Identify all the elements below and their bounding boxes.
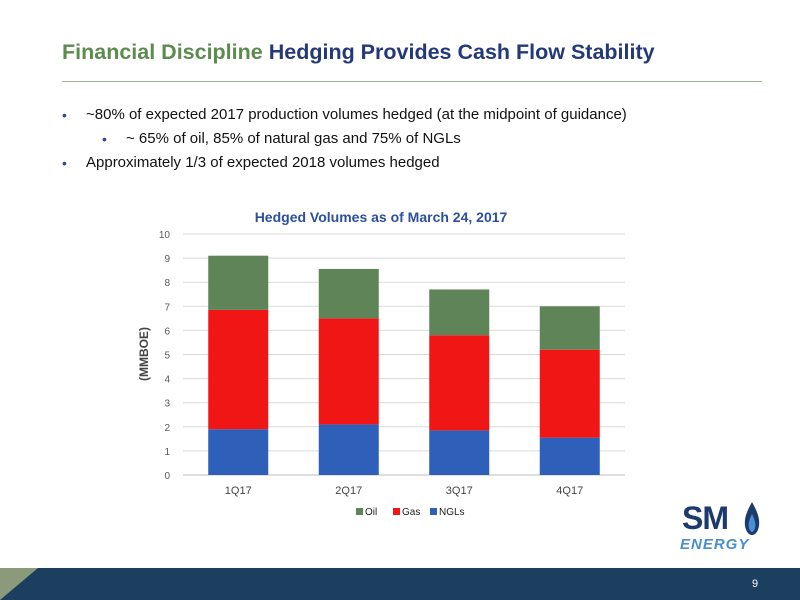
bars xyxy=(208,255,600,475)
y-axis-label: (MMBOE) xyxy=(137,327,151,381)
bar-segment-oil xyxy=(208,255,269,310)
logo-text: SM xyxy=(682,500,729,536)
footer-accent xyxy=(0,568,38,600)
legend-label: NGLs xyxy=(439,507,465,518)
bullet-marker: • xyxy=(62,107,67,123)
legend-label: Gas xyxy=(402,507,420,518)
y-tick-label: 1 xyxy=(164,447,170,458)
bullet-item: Approximately 1/3 of expected 2018 volum… xyxy=(86,154,440,171)
bar-segment-ngls xyxy=(318,424,379,475)
sub-bullet-item: ~ 65% of oil, 85% of natural gas and 75%… xyxy=(126,130,461,147)
page-number: 9 xyxy=(752,578,759,590)
bar-segment-gas xyxy=(539,349,600,438)
bar-segment-gas xyxy=(208,309,269,430)
legend: Oil Gas NGLs xyxy=(356,507,465,518)
y-tick-label: 8 xyxy=(164,278,170,289)
logo-subtext: ENERGY xyxy=(680,536,750,553)
hedged-volumes-chart: Hedged Volumes as of March 24, 2017 (MMB… xyxy=(137,209,625,518)
y-tick-label: 7 xyxy=(164,302,170,313)
y-tick-label: 6 xyxy=(164,326,170,337)
bullet-item: ~80% of expected 2017 production volumes… xyxy=(86,106,627,123)
y-tick-label: 3 xyxy=(164,399,170,410)
chart-title: Hedged Volumes as of March 24, 2017 xyxy=(255,209,508,225)
y-tick-label: 10 xyxy=(159,230,171,241)
bar-segment-oil xyxy=(318,268,379,319)
bar-segment-gas xyxy=(429,335,490,431)
bullet-marker: • xyxy=(102,131,107,147)
y-tick-label: 2 xyxy=(164,423,170,434)
y-tick-label: 9 xyxy=(164,254,170,265)
legend-swatch xyxy=(393,508,400,515)
y-tick-label: 0 xyxy=(164,471,170,482)
x-tick-label: 2Q17 xyxy=(335,485,362,497)
bar-segment-ngls xyxy=(208,429,269,475)
bar-segment-gas xyxy=(318,318,379,425)
footer-bar xyxy=(0,568,800,600)
sm-energy-logo: SM ENERGY xyxy=(676,500,766,560)
y-tick-label: 5 xyxy=(164,351,170,362)
bar-segment-oil xyxy=(539,306,600,350)
bar-segment-ngls xyxy=(429,430,490,475)
title-prefix: Financial Discipline xyxy=(62,40,263,64)
bar-segment-ngls xyxy=(539,437,600,475)
bar-segment-oil xyxy=(429,289,490,336)
legend-label: Oil xyxy=(365,507,377,518)
legend-swatch xyxy=(430,508,437,515)
y-tick-label: 4 xyxy=(164,375,170,386)
x-tick-label: 1Q17 xyxy=(225,485,252,497)
title-divider xyxy=(62,81,762,82)
x-tick-label: 4Q17 xyxy=(556,485,583,497)
x-tick-label: 3Q17 xyxy=(446,485,473,497)
legend-swatch xyxy=(356,508,363,515)
slide-title: Financial Discipline Hedging Provides Ca… xyxy=(62,40,655,65)
bullet-marker: • xyxy=(62,155,67,171)
title-main: Hedging Provides Cash Flow Stability xyxy=(268,40,655,64)
axis-labels: 0 1 2 3 4 5 6 7 8 9 10 1Q17 2Q17 3Q17 4Q17 xyxy=(159,230,583,497)
flame-icon xyxy=(744,502,760,535)
